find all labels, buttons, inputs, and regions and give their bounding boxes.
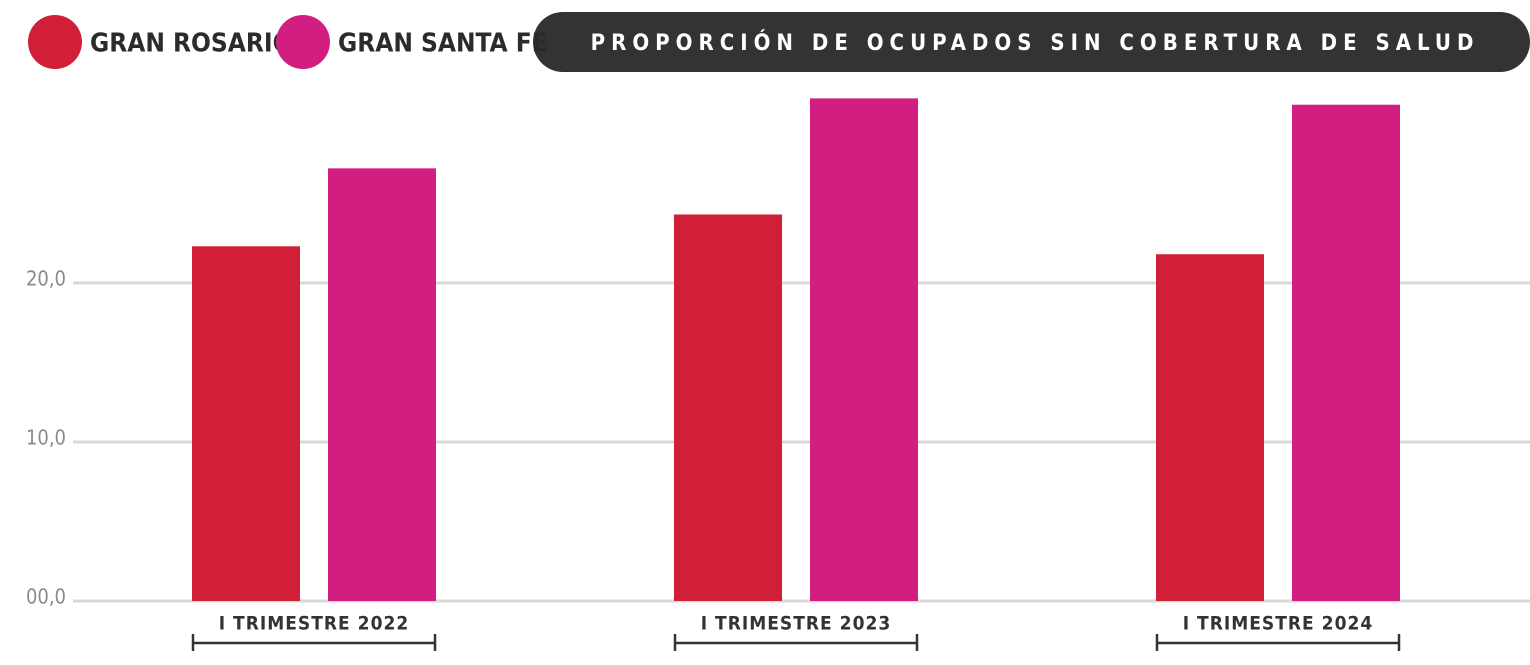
bar	[810, 98, 918, 602]
legend-swatch	[276, 15, 330, 69]
x-tick-label: I TRIMESTRE 2024	[1183, 613, 1374, 635]
bar	[192, 246, 300, 601]
legend-swatch	[28, 15, 82, 69]
legend-label: GRAN SANTA FE	[338, 29, 548, 59]
y-tick-label: 20,0	[26, 266, 66, 290]
x-tick-label: I TRIMESTRE 2023	[701, 613, 892, 635]
x-tick-label: I TRIMESTRE 2022	[219, 613, 410, 635]
y-tick-label: 10,0	[26, 425, 66, 449]
bar	[674, 214, 782, 601]
bar	[1292, 104, 1400, 601]
legend-label: GRAN ROSARIO	[90, 29, 292, 59]
chart-title: PROPORCIÓN DE OCUPADOS SIN COBERTURA DE …	[591, 30, 1480, 56]
title-pill	[533, 12, 1530, 72]
bar	[328, 168, 436, 601]
bar	[1156, 254, 1264, 601]
y-tick-label: 00,0	[26, 585, 66, 609]
